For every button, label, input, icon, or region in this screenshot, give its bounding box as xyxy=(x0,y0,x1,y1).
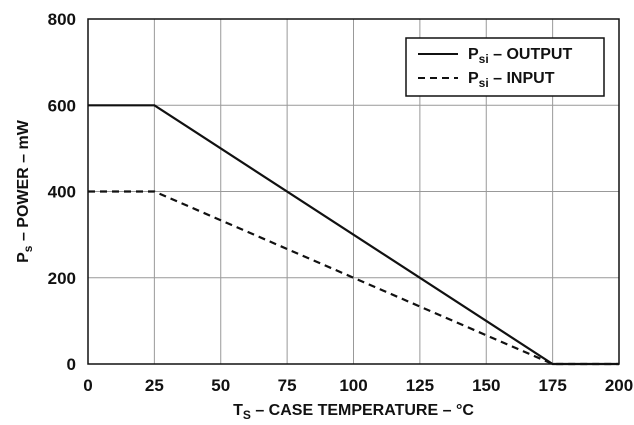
legend: Psi – OUTPUT Psi – INPUT xyxy=(405,37,605,97)
x-tick-label: 100 xyxy=(339,376,367,395)
x-tick-label: 25 xyxy=(145,376,164,395)
y-axis-label: Ps – POWER – mW xyxy=(15,119,35,263)
legend-output-rest: – OUTPUT xyxy=(489,46,573,63)
x-tick-label: 125 xyxy=(406,376,434,395)
x-axis-label-sub: S xyxy=(243,408,251,422)
x-tick-label: 175 xyxy=(538,376,566,395)
legend-box xyxy=(405,37,605,97)
y-tick-label: 800 xyxy=(48,10,76,29)
y-tick-label: 200 xyxy=(48,269,76,288)
series-lines xyxy=(88,104,619,366)
legend-output-main: P xyxy=(468,46,479,63)
y-axis-label-main: P xyxy=(15,252,32,263)
x-tick-label: 75 xyxy=(278,376,297,395)
legend-input-rest: – INPUT xyxy=(489,70,555,87)
legend-input-main: P xyxy=(468,70,479,87)
legend-input-sub: si xyxy=(479,76,489,90)
y-axis-label-rest: – POWER – mW xyxy=(15,119,32,245)
x-tick-label: 50 xyxy=(211,376,230,395)
y-axis-label-sub: s xyxy=(21,245,35,252)
y-tick-label: 600 xyxy=(48,96,76,115)
y-tick-label: 0 xyxy=(67,355,76,374)
x-tick-label: 200 xyxy=(605,376,633,395)
legend-label-output: Psi – OUTPUT xyxy=(468,46,572,66)
tick-labels: 0 25 50 75 100 125 150 175 200 0 200 400 600 800 xyxy=(48,10,634,395)
legend-label-input: Psi – INPUT xyxy=(468,70,555,90)
x-axis-label-main: T xyxy=(233,402,243,419)
x-tick-label: 150 xyxy=(472,376,500,395)
legend-output-sub: si xyxy=(479,52,489,66)
x-tick-label: 0 xyxy=(83,376,92,395)
x-axis-label: TS – CASE TEMPERATURE – °C xyxy=(233,402,474,422)
y-tick-label: 400 xyxy=(48,183,76,202)
series-line-input xyxy=(88,190,619,366)
x-axis-label-rest: – CASE TEMPERATURE – °C xyxy=(251,402,474,419)
